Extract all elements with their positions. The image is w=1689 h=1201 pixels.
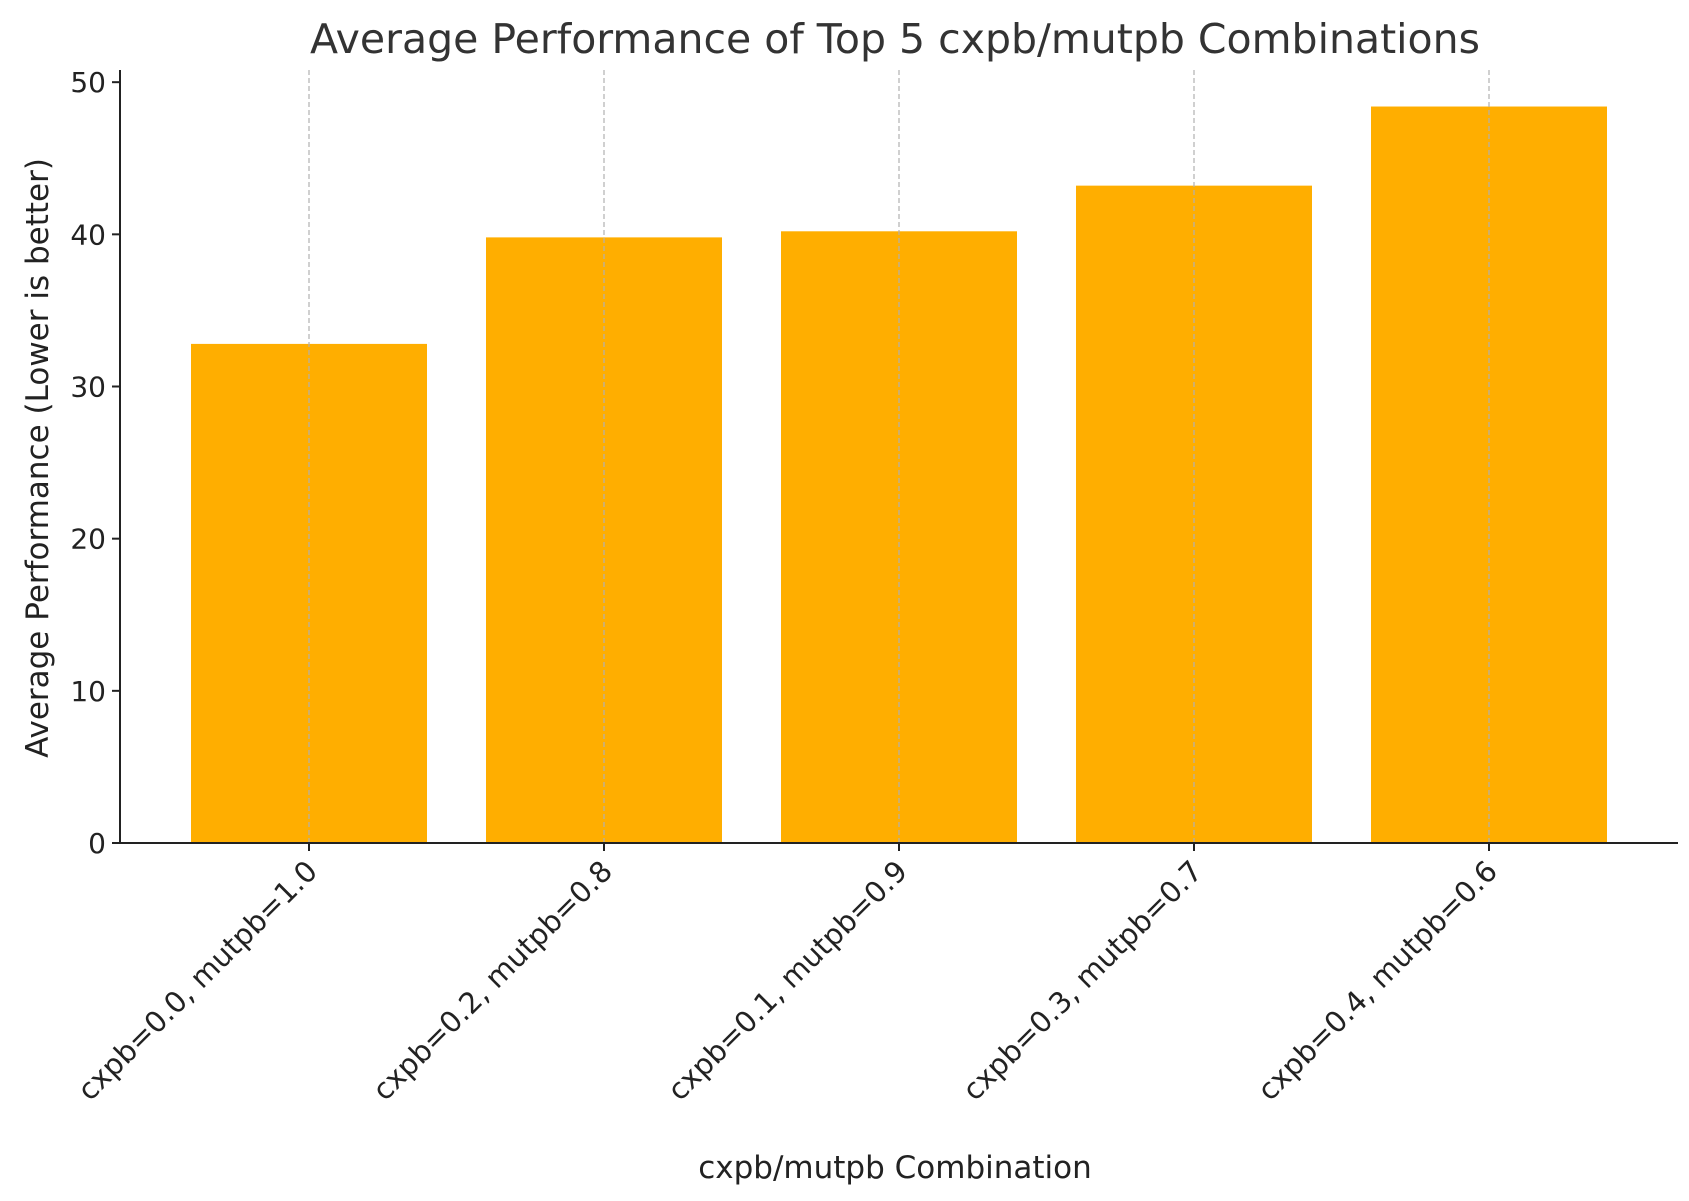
x-ticks: cxpb=0.0, mutpb=1.0 cxpb=0.2, mutpb=0.8 cx…	[71, 843, 1504, 1107]
y-ticks: 0 10 20 30 40 50	[70, 66, 120, 860]
y-tick-label: 0	[88, 827, 106, 860]
y-axis-label: Average Performance (Lower is better)	[20, 158, 56, 758]
x-tick-label: cxpb=0.4, mutpb=0.6	[1251, 854, 1504, 1107]
y-tick-label: 30	[70, 371, 106, 404]
x-axis-label: cxpb/mutpb Combination	[698, 1150, 1092, 1186]
x-tick-label: cxpb=0.1, mutpb=0.9	[661, 854, 914, 1107]
x-tick-label: cxpb=0.2, mutpb=0.8	[366, 854, 619, 1107]
y-tick-label: 50	[70, 66, 106, 99]
y-tick-label: 20	[70, 523, 106, 556]
x-tick-label: cxpb=0.0, mutpb=1.0	[71, 854, 324, 1107]
y-tick-label: 40	[70, 218, 106, 251]
y-tick-label: 10	[70, 675, 106, 708]
x-tick-label: cxpb=0.3, mutpb=0.7	[956, 854, 1209, 1107]
grid-front-layer	[308, 70, 1490, 843]
chart-title: Average Performance of Top 5 cxpb/mutpb …	[310, 15, 1480, 63]
